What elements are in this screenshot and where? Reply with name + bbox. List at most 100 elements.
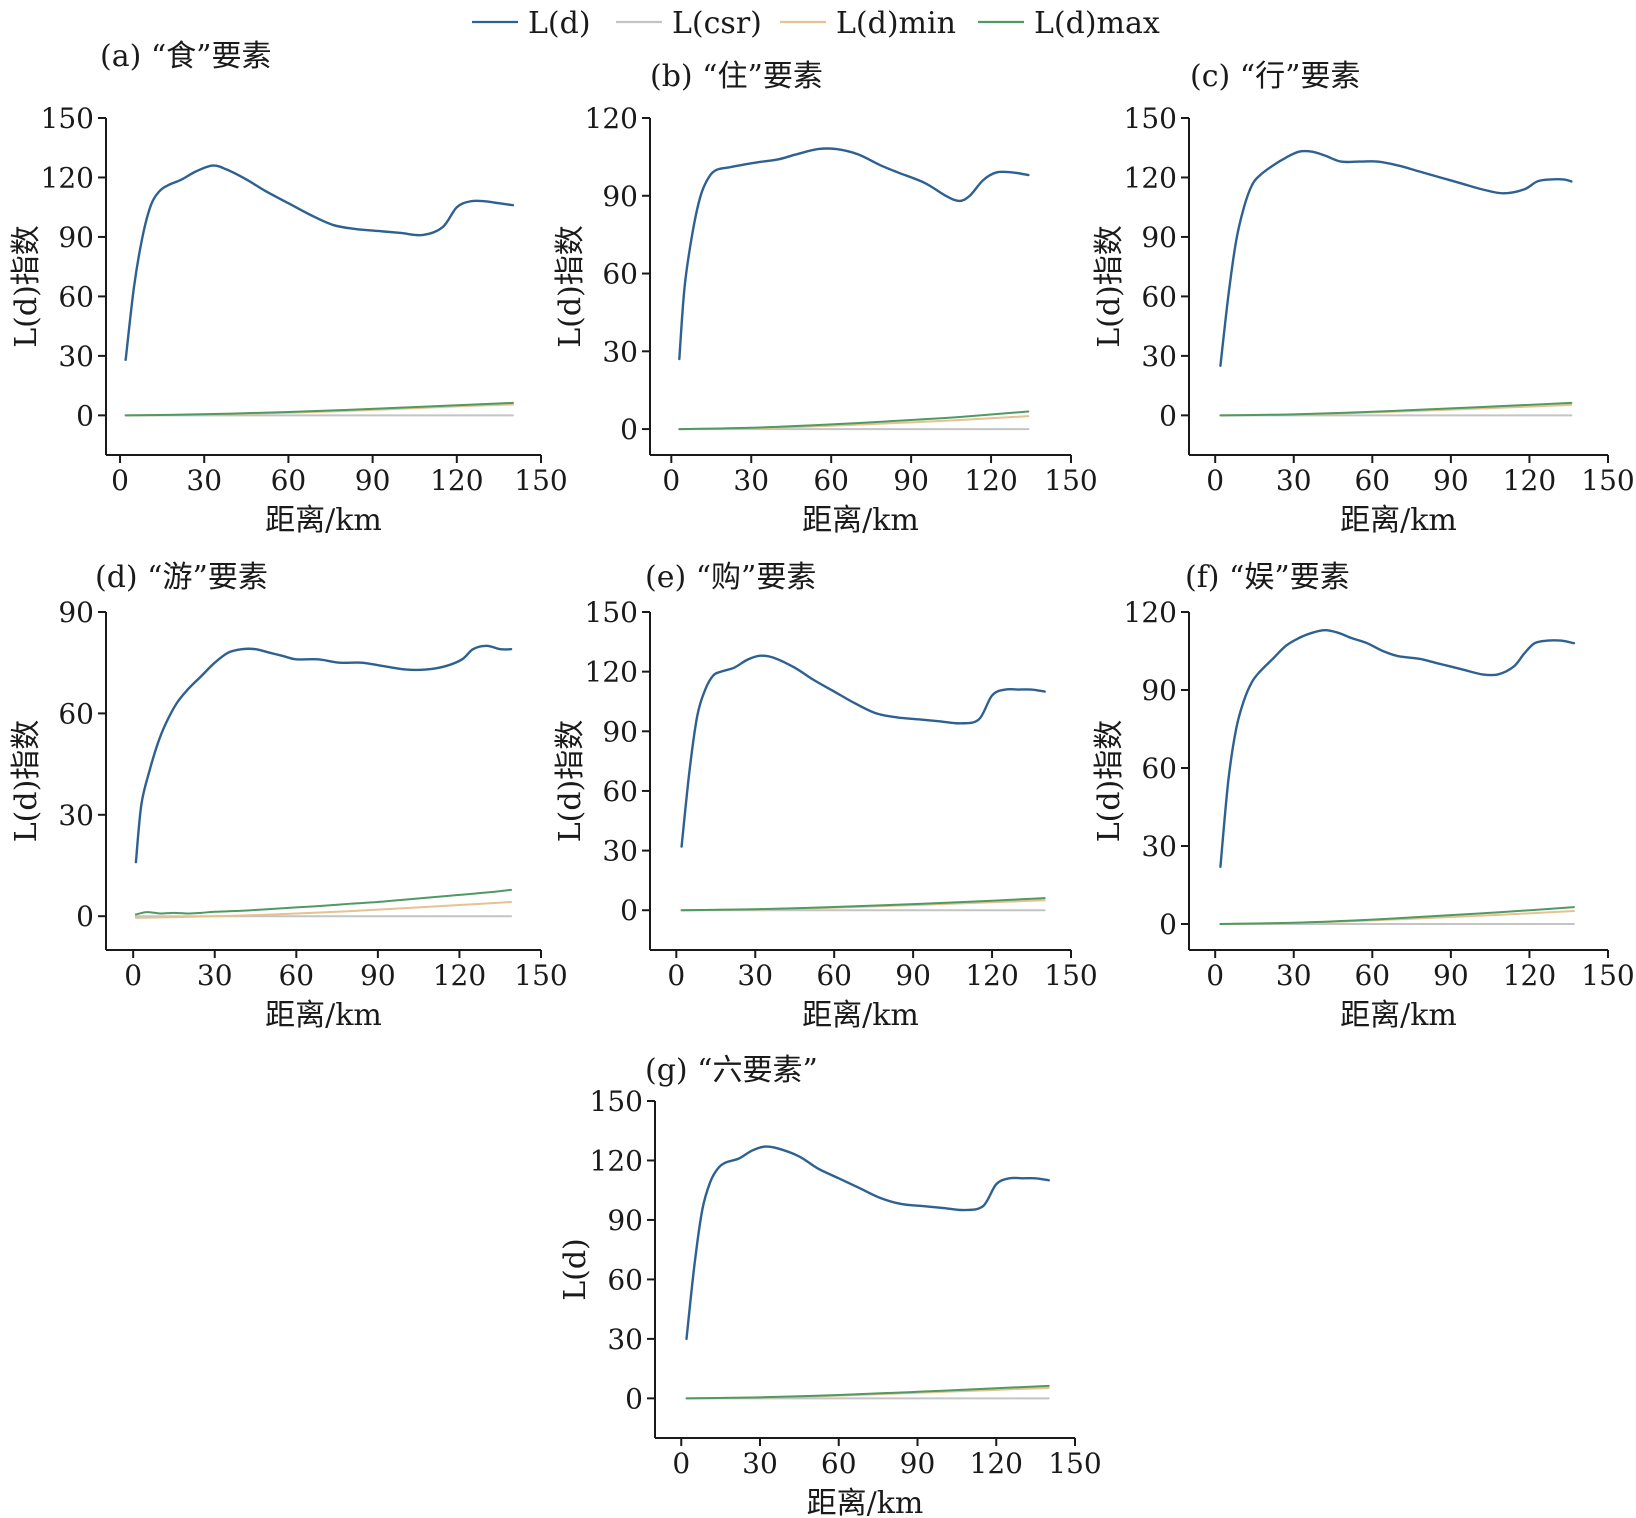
legend-item-ld: L(d) [472,6,591,41]
series-line-max [685,1384,1050,1400]
x-tick-label: 0 [662,464,680,497]
y-tick-label: 60 [58,697,94,730]
y-tick-label: 150 [590,1085,643,1118]
x-tick-label: 0 [1206,959,1224,992]
x-tick-label: 90 [360,959,396,992]
y-axis-title: L(d) [558,1238,593,1301]
x-tick-label: 150 [1044,464,1097,497]
y-tick-label: 90 [1141,221,1177,254]
x-tick-label: 120 [970,1447,1023,1480]
x-tick-label: 60 [1354,959,1390,992]
y-tick-label: 90 [607,1204,643,1237]
series-line-ld [134,644,513,864]
panels: (a) “食”要素 0 30 60 90 120 150 0 30 60 90 120 150 距离/km… [9,39,1635,1518]
x-axis-title: 距离/km [807,1486,924,1518]
x-tick-label: 150 [1048,1447,1101,1480]
x-tick-label: 60 [1354,464,1390,497]
panel-title: (c) “行”要素 [1190,59,1360,94]
y-axis-title: L(d)指数 [1092,720,1127,843]
y-tick-label: 30 [607,1323,643,1356]
series-line-max [680,897,1046,912]
x-tick-label: 150 [1581,464,1634,497]
y-tick-label: 30 [602,335,638,368]
y-tick-label: 60 [1141,752,1177,785]
legend-label-min: L(d)min [836,6,956,41]
y-tick-label: 30 [58,340,94,373]
x-tick-label: 120 [430,464,483,497]
series-line-max [678,410,1030,431]
y-tick-label: 0 [76,900,94,933]
x-tick-label: 150 [514,464,567,497]
legend-item-csr: L(csr) [616,6,762,41]
y-tick-label: 60 [1141,280,1177,313]
x-axis-title: 距离/km [265,503,382,538]
x-axis-title: 距离/km [802,503,919,538]
x-tick-label: 30 [1276,959,1312,992]
y-tick-label: 60 [602,258,638,291]
series-line-ld [678,147,1030,361]
y-tick-label: 0 [625,1382,643,1415]
panel-title: (f) “娱”要素 [1185,560,1350,595]
y-axis-title: L(d)指数 [9,225,44,348]
y-tick-label: 30 [58,799,94,832]
x-tick-label: 60 [278,959,314,992]
panel-g: (g) “六要素” 0 30 60 90 120 150 0 30 60 90 120 150 距离/km… [558,1053,1102,1518]
x-tick-label: 30 [737,959,773,992]
panel-title: (b) “住”要素 [650,59,823,94]
x-tick-label: 0 [672,1447,690,1480]
y-axis-title: L(d)指数 [553,225,588,348]
y-tick-label: 90 [1141,674,1177,707]
panel-title: (g) “六要素” [645,1053,818,1088]
y-tick-label: 0 [76,399,94,432]
x-tick-label: 120 [1503,464,1556,497]
x-tick-label: 30 [186,464,222,497]
y-tick-label: 120 [41,161,94,194]
x-axis-title: 距离/km [265,998,382,1033]
legend-label-csr: L(csr) [672,6,762,41]
legend-item-max: L(d)max [978,6,1160,41]
x-tick-label: 120 [433,959,486,992]
x-tick-label: 60 [821,1447,857,1480]
panel-d: (d) “游”要素 0 30 60 90 120 150 0 30 60 90 距离/km L(d)指数 [9,560,568,1033]
panel-f: (f) “娱”要素 0 30 60 90 120 150 0 30 60 90 120 距离/km L(d… [1092,560,1635,1033]
y-tick-label: 60 [607,1263,643,1296]
x-tick-label: 120 [965,959,1018,992]
panel-title: (a) “食”要素 [100,39,272,74]
x-tick-label: 120 [964,464,1017,497]
series-line-min [134,901,513,919]
x-axis-title: 距离/km [1340,503,1457,538]
x-tick-label: 30 [1276,464,1312,497]
y-tick-label: 150 [1124,102,1177,135]
x-tick-label: 0 [1206,464,1224,497]
y-tick-label: 60 [602,775,638,808]
legend-label-max: L(d)max [1034,6,1160,41]
x-tick-label: 60 [271,464,307,497]
panel-e: (e) “购”要素 0 30 60 90 120 150 0 30 60 90 120 150 距离/km… [553,560,1098,1033]
x-tick-label: 90 [895,959,931,992]
y-tick-label: 120 [585,102,638,135]
x-tick-label: 30 [742,1447,778,1480]
y-tick-label: 30 [602,835,638,868]
y-tick-label: 30 [1141,340,1177,373]
x-tick-label: 60 [816,959,852,992]
y-tick-label: 120 [585,656,638,689]
x-tick-label: 150 [1044,959,1097,992]
x-tick-label: 0 [124,959,142,992]
y-tick-label: 0 [620,894,638,927]
y-tick-label: 120 [1124,161,1177,194]
y-tick-label: 60 [58,280,94,313]
panel-b: (b) “住”要素 0 30 60 90 120 150 0 30 60 90 120 距离/km L(d… [553,59,1098,538]
x-tick-label: 150 [1581,959,1634,992]
x-tick-label: 120 [1503,959,1556,992]
y-tick-label: 120 [590,1144,643,1177]
panel-title: (e) “购”要素 [645,560,816,595]
panel-c: (c) “行”要素 0 30 60 90 120 150 0 30 60 90 120 150 距离/km… [1092,59,1635,538]
series-line-max [124,401,514,417]
y-tick-label: 150 [585,596,638,629]
y-tick-label: 30 [1141,830,1177,863]
x-tick-label: 90 [1433,959,1469,992]
series-line-max [1219,906,1575,925]
y-tick-label: 150 [41,102,94,135]
y-axis-title: L(d)指数 [553,720,588,843]
